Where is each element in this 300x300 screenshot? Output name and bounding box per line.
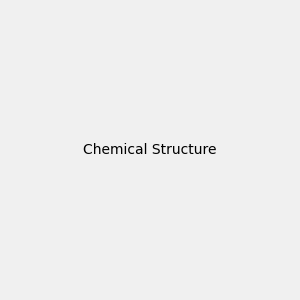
Text: Chemical Structure: Chemical Structure	[83, 143, 217, 157]
